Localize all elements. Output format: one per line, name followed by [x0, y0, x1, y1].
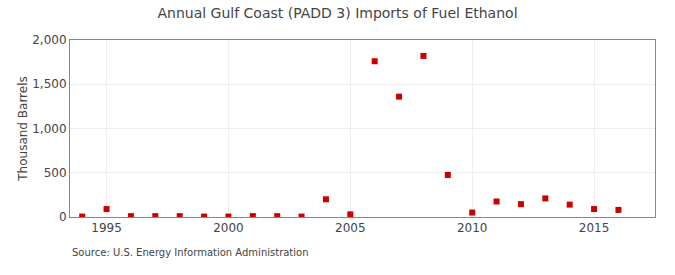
- svg-text:0: 0: [59, 210, 67, 224]
- svg-text:1,500: 1,500: [32, 77, 66, 91]
- svg-text:500: 500: [44, 166, 67, 180]
- svg-text:Source: U.S. Energy Informatio: Source: U.S. Energy Information Administ…: [72, 247, 309, 258]
- svg-text:2015: 2015: [579, 221, 610, 235]
- svg-text:Annual Gulf Coast (PADD 3) Imp: Annual Gulf Coast (PADD 3) Imports of Fu…: [157, 5, 517, 21]
- svg-text:1,000: 1,000: [32, 122, 66, 136]
- svg-text:2000: 2000: [213, 221, 244, 235]
- svg-text:1995: 1995: [91, 221, 122, 235]
- svg-text:Thousand Barrels: Thousand Barrels: [16, 76, 30, 181]
- svg-text:2010: 2010: [457, 221, 488, 235]
- svg-text:2005: 2005: [335, 221, 366, 235]
- svg-text:2,000: 2,000: [32, 33, 66, 47]
